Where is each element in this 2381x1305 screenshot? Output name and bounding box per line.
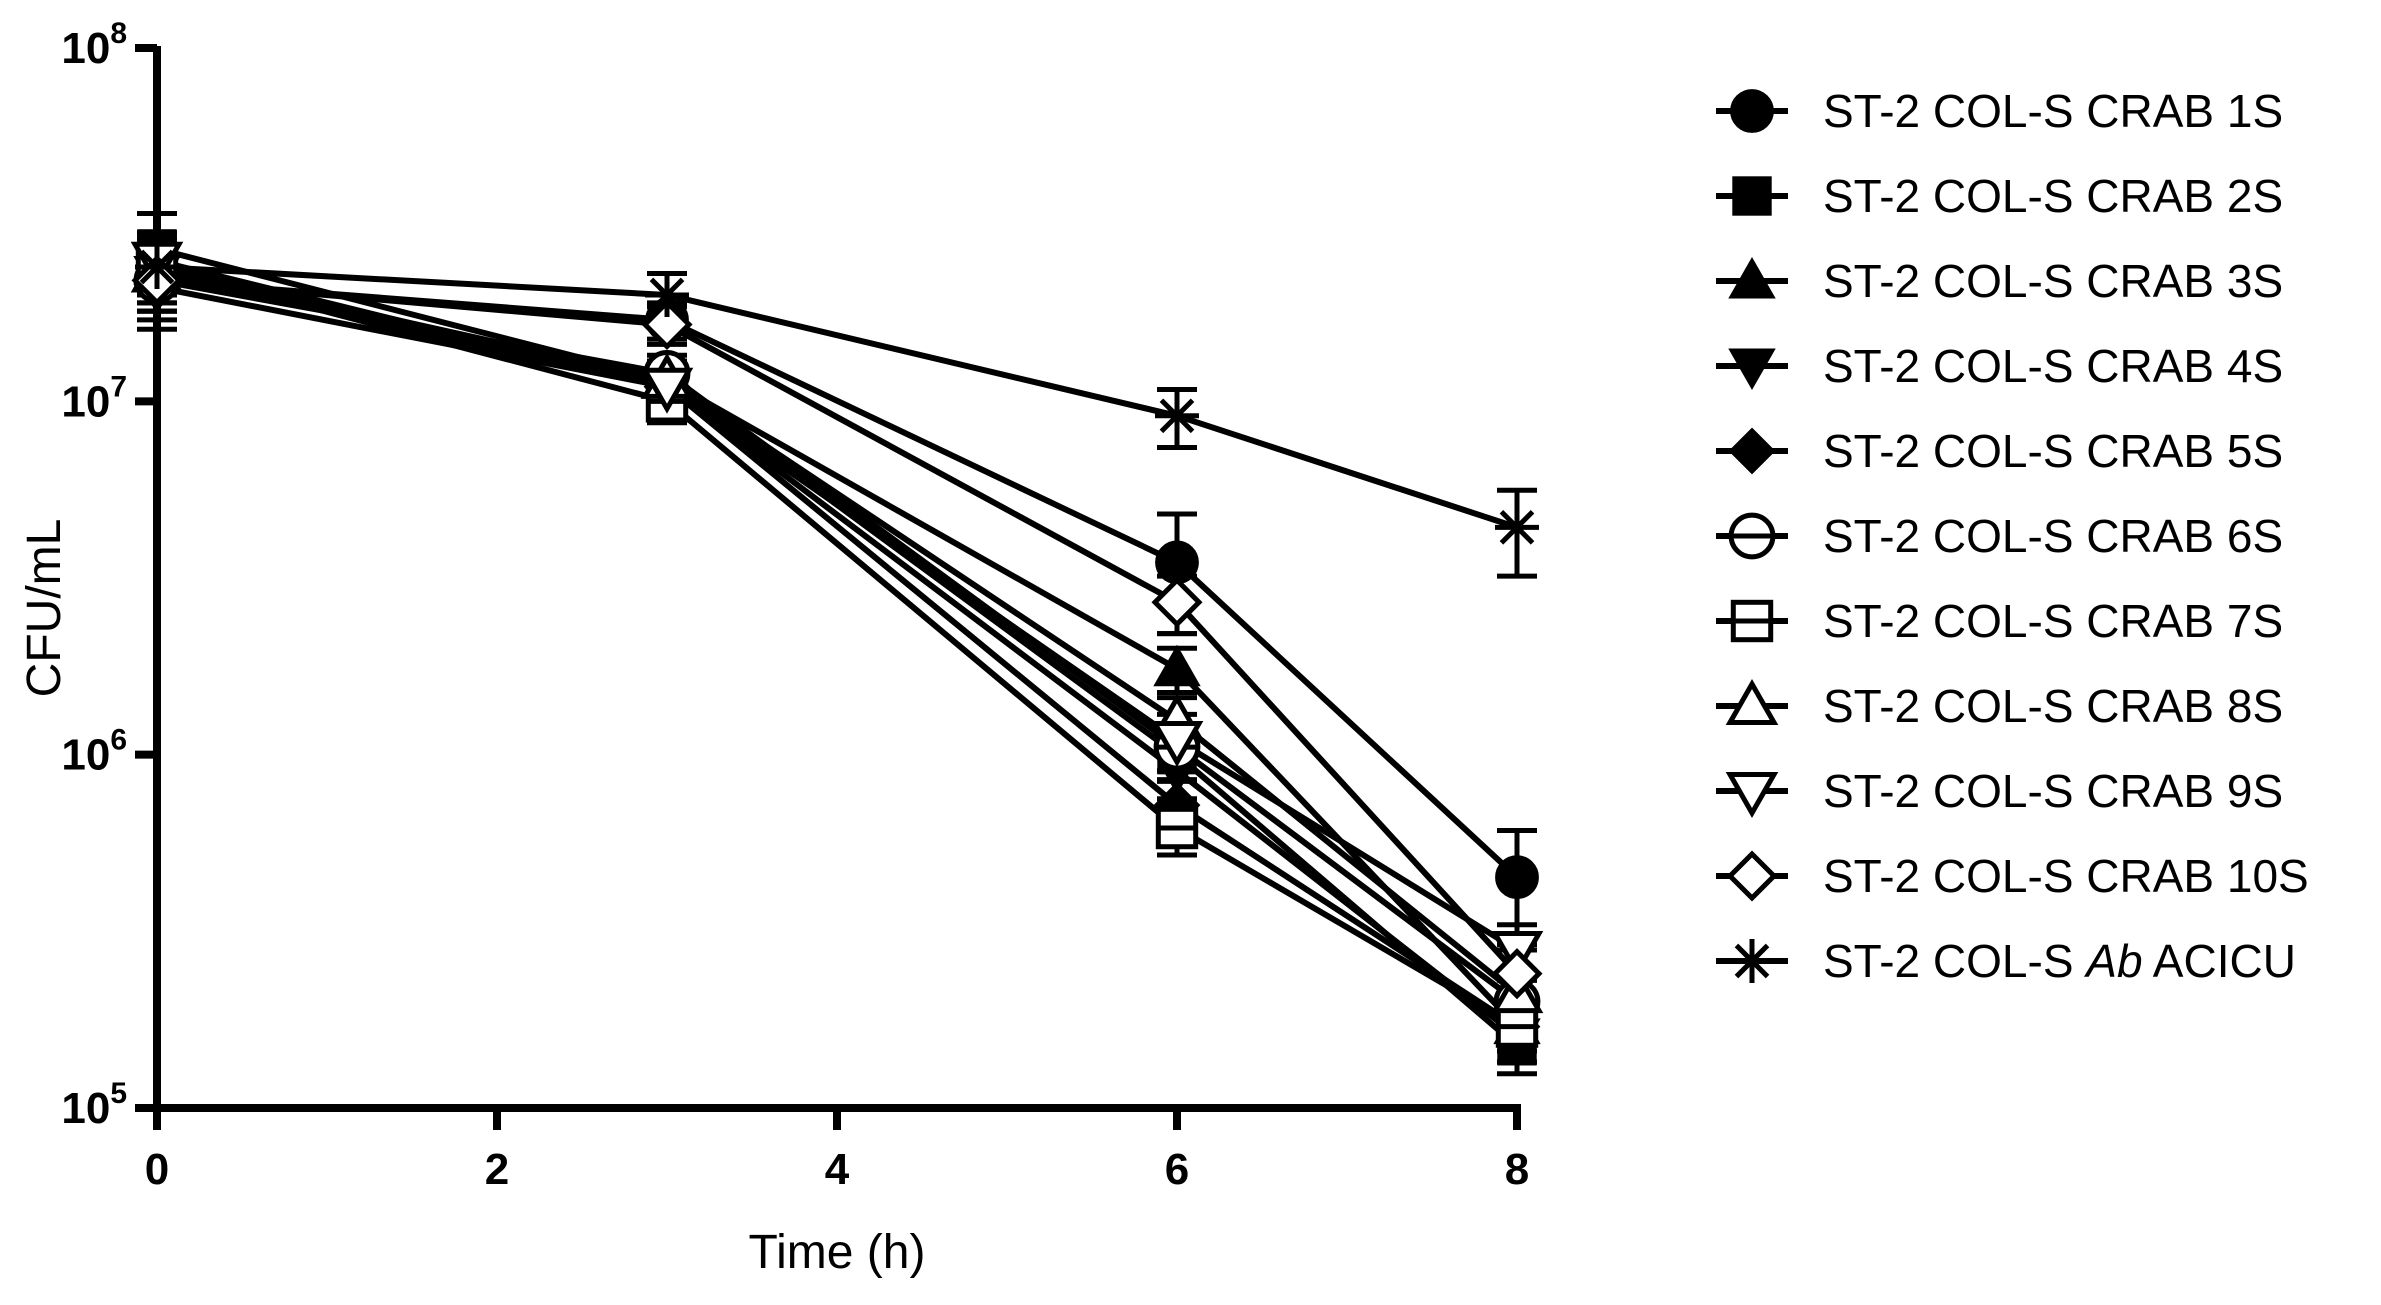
data-point-ray [1499, 509, 1535, 545]
legend-label: ST-2 COL-S CRAB 3S [1823, 255, 2283, 307]
data-point [1153, 644, 1201, 687]
plot-area [130, 211, 1544, 1077]
legend-marker [1725, 772, 1779, 819]
legend-item: ST-2 COL-S CRAB 7S [1716, 595, 2283, 647]
data-point [1495, 855, 1539, 900]
series-line-2 [156, 246, 1519, 1049]
x-tick-label: 8 [1505, 1145, 1529, 1194]
legend-label: ST-2 COL-S CRAB 6S [1823, 510, 2283, 562]
data-point-ray [649, 277, 685, 313]
series-line-8 [156, 270, 1519, 997]
series-line-7 [156, 264, 1519, 1030]
legend-item: ST-2 COL-S CRAB 5S [1716, 425, 2283, 477]
y-axis-title: CFU/mL [18, 519, 71, 698]
legend-label: ST-2 COL-S CRAB 1S [1823, 85, 2283, 137]
legend-label: ST-2 COL-S CRAB 10S [1823, 850, 2309, 902]
legend-item: ST-2 COL-S Ab ACICU [1716, 935, 2296, 987]
legend-item: ST-2 COL-S CRAB 2S [1716, 170, 2283, 222]
x-tick-label: 2 [485, 1145, 509, 1194]
legend-item: ST-2 COL-S CRAB 9S [1716, 765, 2283, 819]
legend-item: ST-2 COL-S CRAB 4S [1716, 340, 2283, 392]
data-point [135, 244, 179, 289]
legend: ST-2 COL-S CRAB 1S ST-2 COL-S CRAB 2S ST-2… [1716, 85, 2309, 987]
legend-label: ST-2 COL-S CRAB 8S [1823, 680, 2283, 732]
legend-marker [1732, 176, 1772, 216]
data-point-ray [139, 249, 175, 285]
series-lines [156, 246, 1520, 1049]
series-line-4 [156, 270, 1519, 1039]
legend-marker-ray [1734, 943, 1770, 979]
data-point-ray [1159, 398, 1195, 434]
legend-marker [1728, 348, 1776, 391]
legend-item: ST-2 COL-S CRAB 8S [1716, 678, 2283, 732]
legend-label: ST-2 COL-S CRAB 7S [1823, 595, 2283, 647]
legend-marker [1728, 427, 1776, 475]
series-line-3 [156, 264, 1520, 1029]
data-point [641, 298, 693, 351]
error-bars [137, 211, 1537, 1077]
y-tick-label: 108 [61, 17, 127, 73]
data-point [1155, 393, 1199, 438]
series-line-1 [156, 277, 1520, 880]
legend-label: ST-2 COL-S CRAB 4S [1823, 340, 2283, 392]
legend-item: ST-2 COL-S CRAB 3S [1716, 255, 2283, 307]
y-tick-label: 105 [61, 1077, 127, 1133]
x-tick-label: 6 [1165, 1145, 1189, 1194]
x-tick-label: 0 [145, 1145, 169, 1194]
legend-marker [1730, 89, 1774, 133]
data-point [1491, 948, 1543, 1000]
data-point [640, 367, 694, 414]
y-tick-label: 106 [61, 724, 127, 780]
legend-marker [1726, 850, 1778, 902]
legend-marker [1730, 939, 1774, 983]
data-point [645, 272, 689, 317]
x-tick-label: 4 [825, 1145, 850, 1194]
series-line-11 [156, 263, 1518, 531]
series-line-9 [156, 257, 1519, 953]
legend-item: ST-2 COL-S CRAB 1S [1716, 85, 2283, 137]
legend-label: ST-2 COL-S Ab ACICU [1823, 935, 2296, 987]
x-axis-title: Time (h) [749, 1226, 926, 1279]
legend-label: ST-2 COL-S CRAB 9S [1823, 765, 2283, 817]
legend-item: ST-2 COL-S CRAB 10S [1716, 850, 2309, 902]
legend-label: ST-2 COL-S CRAB 5S [1823, 425, 2283, 477]
legend-label: ST-2 COL-S CRAB 2S [1823, 170, 2283, 222]
data-point [1150, 721, 1204, 768]
y-tick-label: 107 [61, 370, 127, 426]
data-point [1151, 576, 1203, 628]
series-line-10 [156, 277, 1520, 976]
legend-item: ST-2 COL-S CRAB 6S [1716, 510, 2283, 562]
data-points [130, 229, 1544, 1066]
axes: 0 2 4 6 8 105 106 107 108 [61, 17, 1529, 1194]
legend-marker [1725, 678, 1779, 725]
legend-marker [1728, 256, 1776, 299]
data-point [1495, 505, 1539, 550]
